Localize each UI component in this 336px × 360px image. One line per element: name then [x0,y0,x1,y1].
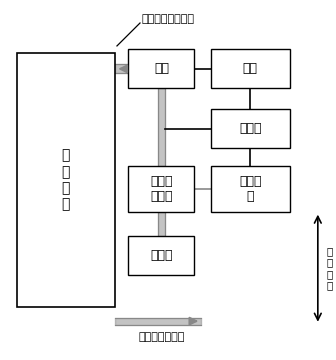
Text: 主控制
器: 主控制 器 [239,175,261,203]
Bar [128,166,194,212]
Text: 应急冷却水注入口: 应急冷却水注入口 [141,14,195,24]
Bar [211,166,290,212]
Bar [128,49,194,88]
Bar [211,109,290,148]
Bar [16,53,115,307]
Text: 水箱: 水箱 [243,62,258,75]
Text: 发电机: 发电机 [239,122,261,135]
Bar [211,49,290,88]
Text: 斯特林
发动机: 斯特林 发动机 [150,175,173,203]
Text: 核
反
应
堆: 核 反 应 堆 [62,149,70,211]
Text: 通
讯
线
路: 通 讯 线 路 [326,246,332,291]
Bar [128,237,194,275]
Text: 蓄热器: 蓄热器 [150,249,173,262]
Text: 水泵: 水泵 [154,62,169,75]
Text: 应急冷却水出口: 应急冷却水出口 [138,332,184,342]
